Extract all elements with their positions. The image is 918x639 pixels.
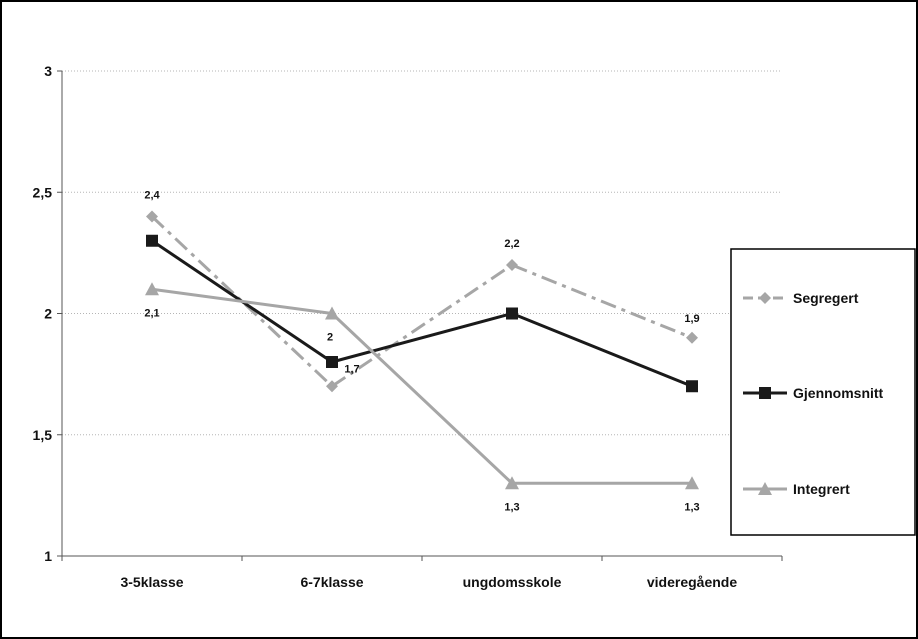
data-label-integrert: 2	[327, 332, 333, 344]
y-tick-label: 2,5	[33, 184, 53, 200]
series-gjennomsnitt-segment	[331, 312, 513, 364]
series-segregert-point	[146, 210, 158, 223]
series-integrert-point	[325, 306, 339, 320]
series-gjennomsnitt-point	[506, 307, 518, 320]
series-integrert-point	[145, 282, 159, 296]
y-tick-label: 2	[44, 306, 52, 322]
data-label-segregert: 1,7	[344, 363, 359, 375]
series-integrert-segment	[330, 312, 514, 485]
legend-label-integrert: Integrert	[793, 481, 850, 497]
x-tick-label: videregående	[647, 574, 737, 590]
legend-marker-segregert	[759, 292, 771, 304]
legend-label-segregert: Segregert	[793, 290, 859, 306]
x-tick-label: 3-5klasse	[120, 574, 183, 590]
legend-marker-gjennomsnitt	[759, 387, 771, 399]
x-tick-label: 6-7klasse	[300, 574, 363, 590]
legend-label-gjennomsnitt: Gjennomsnitt	[793, 385, 884, 401]
series-segregert-point	[326, 380, 338, 393]
legend-marker-integrert	[758, 482, 772, 495]
series-gjennomsnitt-segment	[511, 312, 693, 388]
x-tick-label: ungdomsskole	[463, 574, 562, 590]
series-segregert-segment	[331, 263, 513, 388]
y-tick-label: 3	[44, 63, 52, 79]
series-segregert-segment	[150, 215, 334, 388]
series-integrert-point	[685, 476, 699, 490]
series-integrert-segment	[151, 287, 333, 315]
data-label-integrert: 2,1	[144, 307, 159, 319]
data-label-segregert: 2,4	[144, 190, 160, 202]
series-segregert-point	[506, 259, 518, 271]
series-segregert-segment	[511, 263, 693, 340]
data-label-integrert: 1,3	[684, 501, 699, 513]
series-integrert-point	[505, 476, 519, 490]
data-label-integrert: 1,3	[504, 501, 519, 513]
data-label-segregert: 1,9	[684, 313, 699, 325]
y-tick-label: 1,5	[33, 427, 53, 443]
series-gjennomsnitt-point	[686, 380, 698, 393]
y-tick-label: 1	[44, 548, 52, 564]
series-gjennomsnitt-point	[146, 234, 158, 247]
series-gjennomsnitt-point	[326, 356, 338, 368]
data-label-segregert: 2,2	[504, 238, 519, 250]
series-segregert-point	[686, 331, 698, 344]
